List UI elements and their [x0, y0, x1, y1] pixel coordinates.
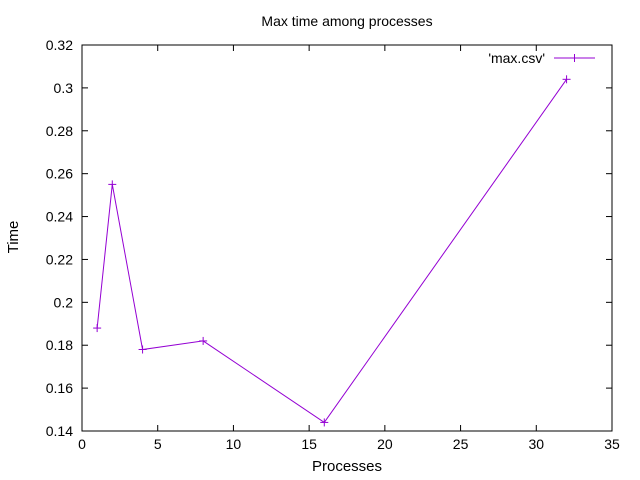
x-tick-label: 20 [377, 436, 393, 452]
data-point [320, 418, 329, 427]
series-line [96, 79, 567, 424]
y-tick-label: 0.22 [46, 251, 73, 267]
x-tick-label: 5 [154, 436, 162, 452]
plot-frame [81, 44, 613, 432]
data-point [199, 336, 208, 345]
series-layer [93, 75, 571, 427]
y-tick-label: 0.26 [46, 166, 73, 182]
chart-title: Max time among processes [261, 13, 432, 29]
x-ticks: 0 5 10 15 20 25 30 35 [78, 45, 620, 452]
data-point [93, 324, 102, 333]
y-tick-label: 0.32 [46, 37, 73, 53]
y-tick-label: 0.16 [46, 380, 73, 396]
x-tick-label: 10 [226, 436, 242, 452]
x-tick-label: 0 [78, 436, 86, 452]
x-tick-label: 15 [301, 436, 317, 452]
data-point [138, 345, 147, 354]
y-axis-label: Time [5, 221, 22, 254]
legend-swatch-marker [570, 54, 579, 62]
legend-label: 'max.csv' [488, 50, 545, 66]
y-tick-label: 0.2 [54, 294, 74, 310]
y-tick-label: 0.3 [54, 80, 74, 96]
y-tick-label: 0.24 [46, 209, 73, 225]
y-tick-label: 0.14 [46, 423, 73, 439]
y-tick-label: 0.18 [46, 337, 73, 353]
x-tick-label: 25 [453, 436, 469, 452]
x-tick-label: 30 [528, 436, 544, 452]
x-axis-label: Processes [312, 458, 382, 475]
x-tick-label: 35 [604, 436, 620, 452]
legend: 'max.csv' [488, 50, 595, 66]
y-ticks: 0.14 0.16 0.18 0.2 0.22 0.24 0.26 0.28 0.3 0.32 [46, 37, 612, 439]
y-tick-label: 0.28 [46, 123, 73, 139]
data-point [108, 180, 117, 189]
data-point [562, 75, 571, 84]
